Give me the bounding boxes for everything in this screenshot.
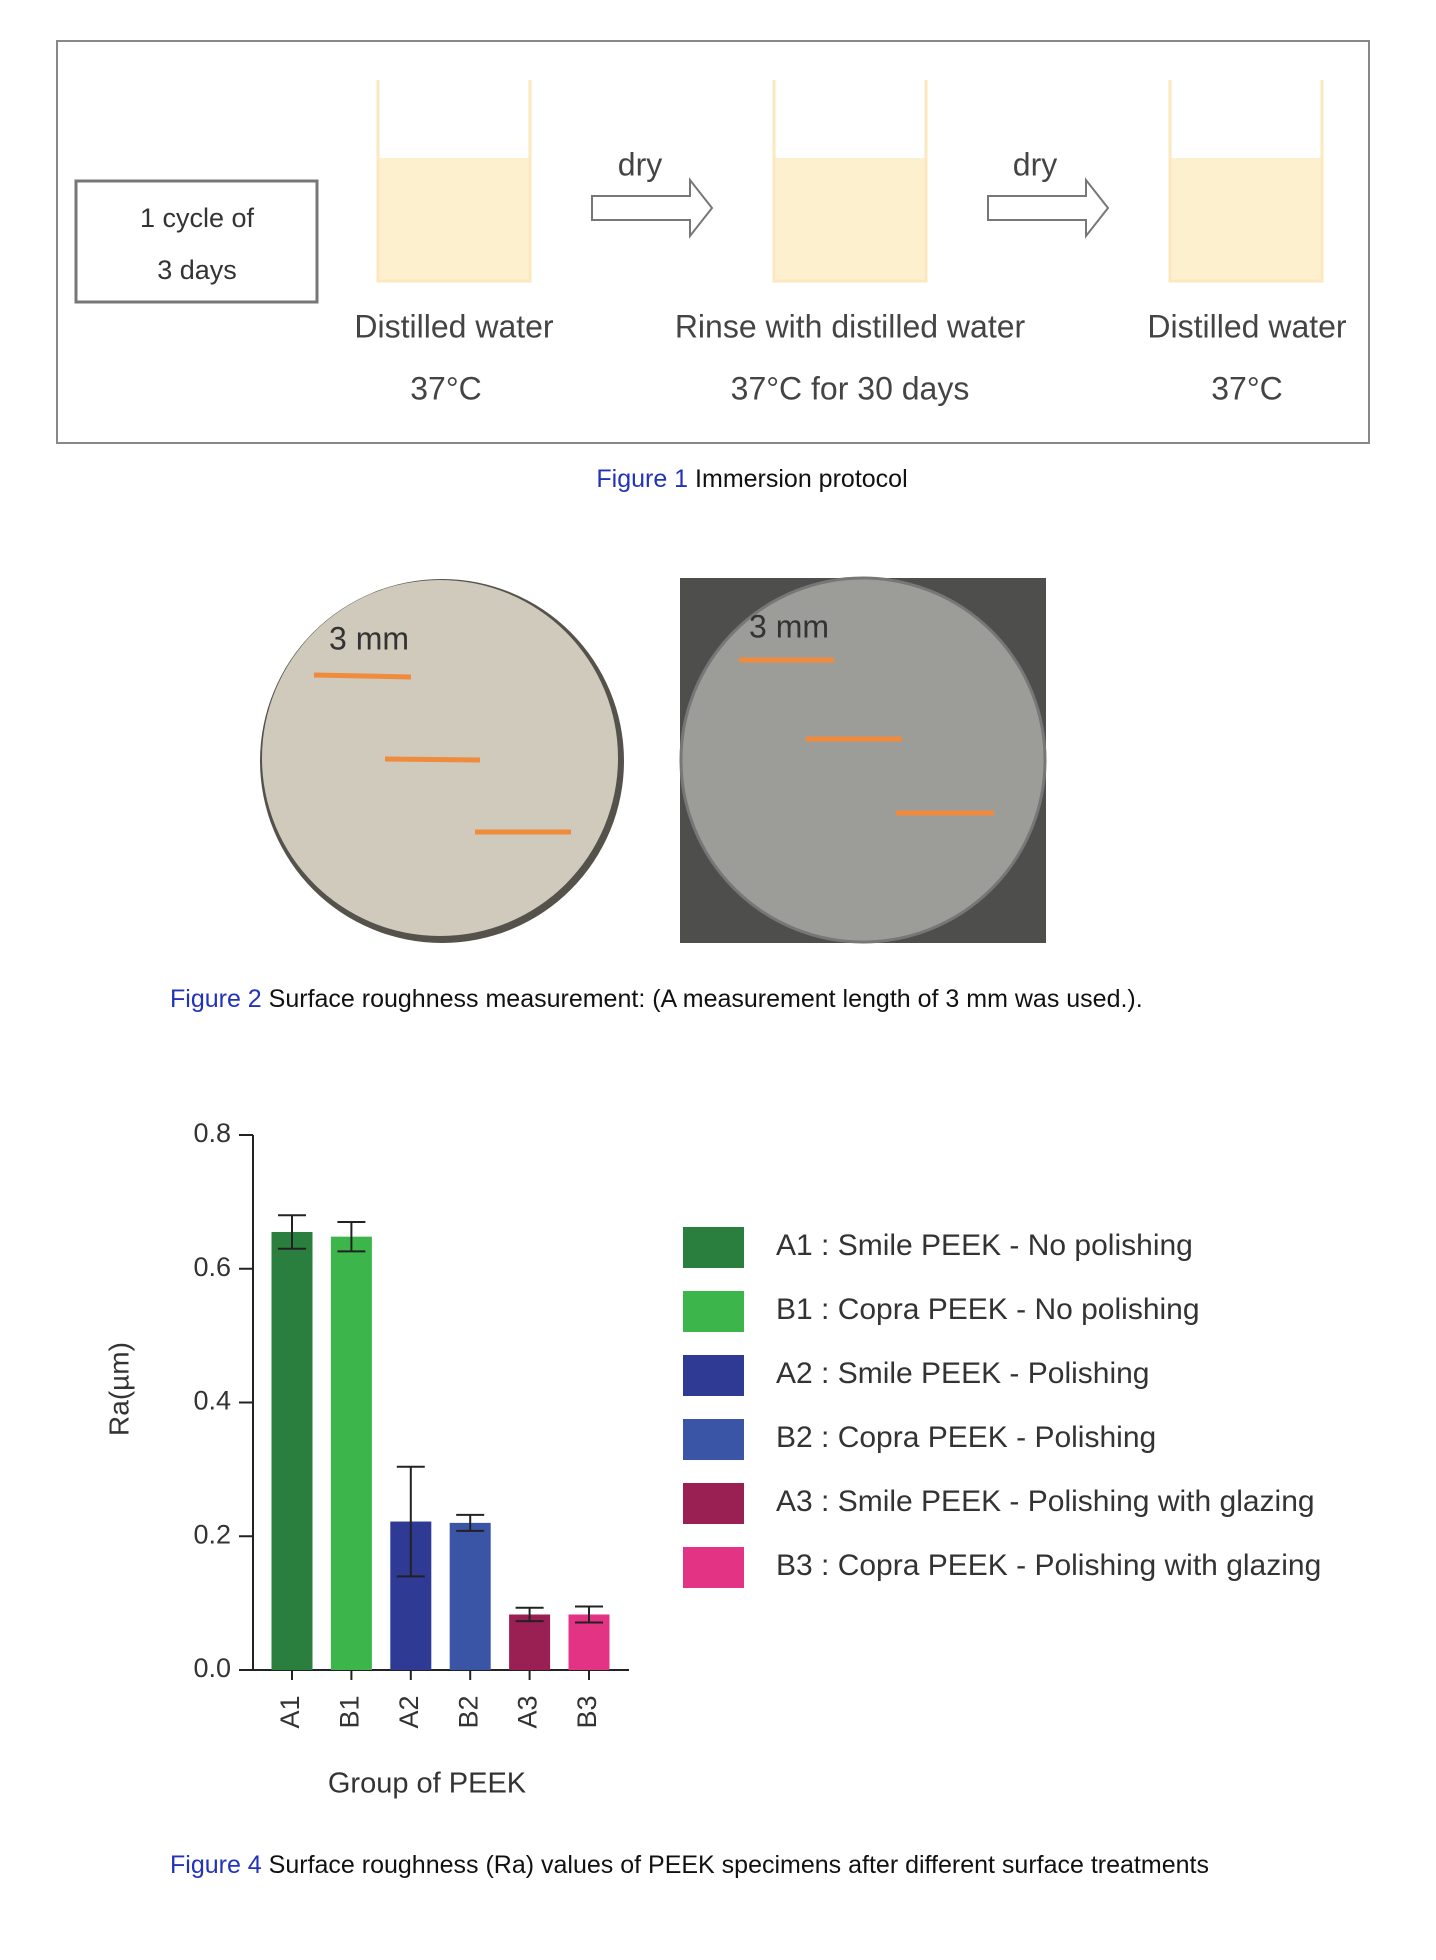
caption: Figure 2 Surface roughness measurement: …	[170, 985, 1143, 1013]
beakers	[376, 80, 1324, 283]
arrow	[591, 177, 714, 239]
caption-text: Surface roughness measurement: (A measur…	[269, 985, 1143, 1013]
bar	[509, 1614, 551, 1670]
liquid	[774, 158, 926, 281]
bar	[271, 1231, 313, 1670]
legend-label: B2 : Copra PEEK - Polishing	[776, 1421, 1156, 1454]
measure-line	[313, 672, 412, 680]
x-tick-label: A1	[275, 1695, 305, 1728]
x-tick-label: A2	[394, 1695, 424, 1728]
legend-label: A3 : Smile PEEK - Polishing with glazing	[776, 1485, 1315, 1518]
box-text: 1 cycle of	[140, 203, 255, 233]
y-tick-label: 0.2	[193, 1519, 231, 1549]
y-tick-label: 0.8	[193, 1118, 231, 1148]
legend-swatch	[683, 1547, 744, 1588]
cycle-box	[74, 179, 319, 304]
caption-text: Surface roughness (Ra) values of PEEK sp…	[269, 1851, 1209, 1879]
scale-label: 3 mm	[329, 620, 409, 656]
scale-label: 3 mm	[749, 608, 829, 644]
x-tick-label: B3	[572, 1695, 602, 1728]
beaker	[1168, 80, 1324, 283]
legend-label: A1 : Smile PEEK - No polishing	[776, 1229, 1193, 1262]
caption-text: Immersion protocol	[695, 465, 908, 493]
caption: Figure 1 Immersion protocol	[596, 465, 907, 493]
legend-swatch	[683, 1419, 744, 1460]
measure-lines	[313, 672, 571, 835]
legend-swatch	[683, 1483, 744, 1524]
measure-line	[384, 756, 481, 763]
specimen-edge	[679, 576, 1047, 944]
liquid	[1170, 158, 1322, 281]
y-axis-label: Ra(µm)	[103, 1342, 134, 1436]
step-temp: 37°C	[410, 370, 482, 406]
arrow-label: dry	[618, 146, 662, 182]
caption-label: Figure 1	[596, 465, 688, 493]
y-tick-label: 0.4	[193, 1386, 231, 1416]
x-tick-label: B2	[453, 1695, 483, 1728]
legend-swatch	[683, 1355, 744, 1396]
legend-label: A2 : Smile PEEK - Polishing	[776, 1357, 1150, 1390]
liquid	[378, 158, 530, 281]
bar	[449, 1522, 491, 1670]
step-label: Rinse with distilled water	[675, 308, 1026, 344]
arrow-label: dry	[1013, 146, 1057, 182]
box-text: 3 days	[157, 255, 237, 285]
y-tick-label: 0.0	[193, 1653, 231, 1683]
step-temp: 37°C	[1211, 370, 1283, 406]
step-temp: 37°C for 30 days	[731, 370, 970, 406]
arrow	[987, 177, 1110, 239]
figure1-frame	[56, 40, 1370, 444]
legend-label: B3 : Copra PEEK - Polishing with glazing	[776, 1549, 1321, 1582]
bar	[568, 1614, 610, 1670]
x-tick-label: B1	[335, 1695, 365, 1728]
y-tick-label: 0.6	[193, 1252, 231, 1282]
specimen	[681, 578, 1045, 942]
beaker	[376, 80, 532, 283]
step-label: Distilled water	[1147, 308, 1347, 344]
bar	[330, 1236, 372, 1670]
caption: Figure 4 Surface roughness (Ra) values o…	[170, 1851, 1209, 1879]
caption-label: Figure 4	[170, 1851, 262, 1879]
caption-label: Figure 2	[170, 985, 262, 1013]
legend-swatch	[683, 1227, 744, 1268]
measure-lines	[739, 657, 994, 816]
x-axis-label: Group of PEEK	[328, 1768, 527, 1800]
bar-chart: 0.0 0.2 0.4 0.6 0.8 A1 A1 : Smile PEEK - No po…	[193, 1118, 1321, 1728]
legend-swatch	[683, 1291, 744, 1332]
legend-label: B1 : Copra PEEK - No polishing	[776, 1293, 1200, 1326]
step-label: Distilled water	[354, 308, 554, 344]
beaker	[772, 80, 928, 283]
x-tick-label: A3	[513, 1695, 543, 1728]
